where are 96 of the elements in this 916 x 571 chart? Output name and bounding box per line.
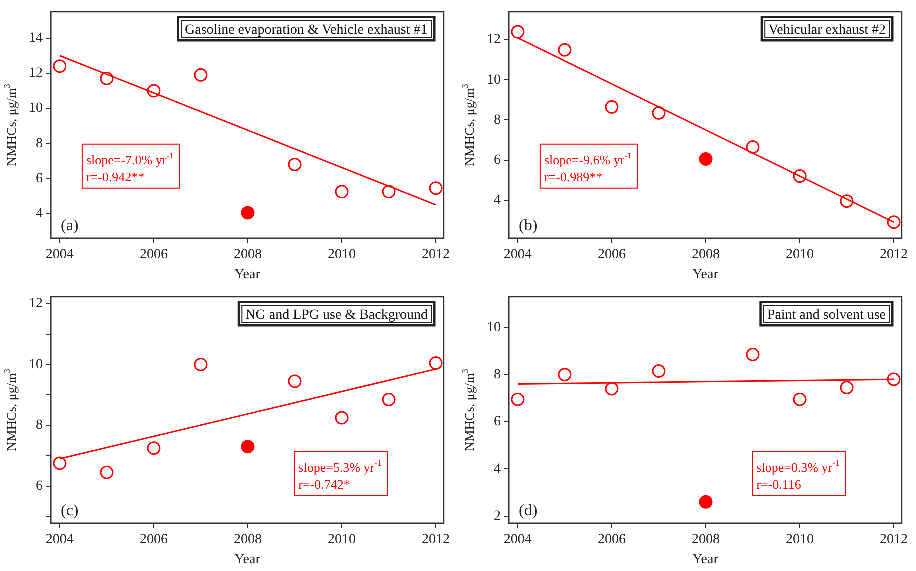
- x-tick-label: 2004: [504, 532, 532, 548]
- point: [100, 466, 114, 480]
- x-tick-label: 2004: [46, 247, 74, 262]
- y-tick-label: 2: [494, 508, 501, 524]
- point: [429, 182, 443, 196]
- point: [147, 442, 161, 456]
- x-tick-label: 2008: [692, 247, 720, 262]
- x-tick-label: 2006: [598, 247, 626, 262]
- text: Paint and solvent use: [767, 308, 886, 323]
- point: [746, 348, 760, 362]
- point: [511, 392, 525, 406]
- annotation: (c): [61, 502, 79, 520]
- y-axis-title: NMHCs, μg/m3: [460, 369, 477, 452]
- y-tick-label: 4: [36, 206, 43, 222]
- point: [746, 140, 760, 154]
- point: [699, 495, 713, 509]
- x-tick-label: 2004: [504, 247, 532, 262]
- y-tick-label: 6: [36, 478, 43, 494]
- point: [840, 194, 854, 208]
- point: [335, 185, 349, 199]
- x-tick-label: 2012: [880, 247, 908, 262]
- x-axis-title: Year: [234, 267, 261, 282]
- x-tick-label: 2008: [234, 247, 262, 262]
- point: [335, 411, 349, 425]
- x-tick-label: 2010: [328, 532, 356, 548]
- x-tick-label: 2006: [598, 532, 626, 548]
- annotation: r=-0.942**: [86, 169, 145, 184]
- x-tick-label: 2012: [422, 532, 450, 548]
- point: [429, 356, 443, 370]
- y-tick-label: 8: [36, 418, 43, 434]
- point: [241, 206, 255, 220]
- annotation: r=-0.116: [756, 477, 802, 492]
- x-axis-title: Year: [692, 267, 719, 282]
- x-tick-label: 2006: [140, 247, 168, 262]
- y-tick-label: 10: [29, 357, 43, 372]
- y-tick-label: 8: [494, 112, 501, 128]
- point: [100, 72, 114, 86]
- point: [887, 372, 901, 386]
- y-tick-label: 12: [29, 66, 43, 82]
- annotation: r=-0.989**: [544, 169, 603, 184]
- y-tick-label: 6: [36, 171, 43, 186]
- point: [382, 185, 396, 199]
- point: [605, 100, 619, 114]
- annotation: (a): [61, 217, 79, 234]
- text: NG and LPG use & Background: [246, 308, 428, 323]
- x-axis-title: Year: [234, 552, 261, 568]
- annotation: r=-0.742*: [298, 477, 350, 492]
- y-tick-label: 6: [494, 152, 501, 168]
- x-tick-label: 2010: [786, 532, 814, 548]
- y-tick-label: 12: [487, 32, 501, 48]
- x-tick-label: 2012: [880, 532, 908, 548]
- point: [288, 374, 302, 388]
- point: [53, 456, 67, 470]
- annotation: (b): [519, 217, 538, 234]
- point: [558, 368, 572, 382]
- text: Vehicular exhaust #2: [768, 23, 886, 38]
- point: [793, 392, 807, 406]
- point: [699, 152, 713, 166]
- point: [558, 43, 572, 57]
- x-tick-label: 2010: [786, 247, 814, 262]
- x-axis-title: Year: [692, 552, 719, 568]
- point: [241, 440, 255, 454]
- y-axis-title: NMHCs, μg/m3: [2, 84, 19, 166]
- y-axis-title: NMHCs, μg/m3: [2, 369, 19, 452]
- point: [605, 382, 619, 396]
- y-tick-label: 10: [487, 72, 501, 88]
- x-tick-label: 2012: [422, 247, 450, 262]
- point: [652, 364, 666, 378]
- x-tick-label: 2010: [328, 247, 356, 262]
- point: [652, 106, 666, 120]
- text: Gasoline evaporation & Vehicle exhaust #1: [185, 23, 428, 38]
- point: [288, 158, 302, 172]
- point: [194, 358, 208, 372]
- x-tick-label: 2004: [46, 532, 74, 548]
- y-tick-label: 14: [29, 30, 43, 46]
- y-tick-label: 6: [494, 414, 501, 430]
- y-tick-label: 8: [494, 367, 501, 382]
- x-tick-label: 2008: [692, 532, 720, 548]
- x-tick-label: 2008: [234, 532, 262, 548]
- point: [147, 84, 161, 98]
- y-axis-title: NMHCs, μg/m3: [460, 84, 477, 166]
- y-tick-label: 12: [29, 296, 43, 312]
- annotation: (d): [519, 502, 538, 520]
- y-tick-label: 4: [494, 193, 501, 208]
- point: [840, 381, 854, 395]
- y-tick-label: 10: [29, 101, 43, 116]
- point: [511, 25, 525, 39]
- point: [382, 392, 396, 406]
- y-tick-label: 10: [487, 320, 501, 336]
- point: [53, 60, 67, 74]
- y-tick-label: 4: [494, 462, 501, 477]
- point: [887, 216, 901, 230]
- point: [194, 68, 208, 82]
- y-tick-label: 8: [36, 136, 43, 152]
- x-tick-label: 2006: [140, 532, 168, 548]
- point: [793, 170, 807, 184]
